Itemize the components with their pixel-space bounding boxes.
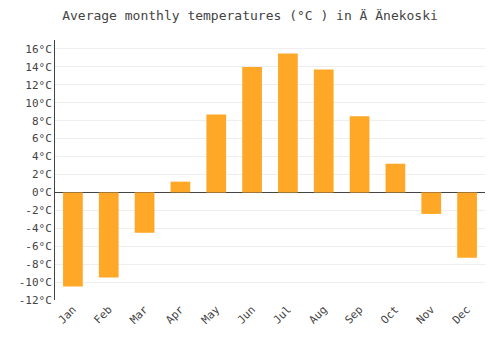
svg-text:8°C: 8°C	[32, 115, 52, 128]
svg-text:14°C: 14°C	[25, 61, 52, 74]
svg-text:Average monthly temperatures (: Average monthly temperatures (°C ) in Ä …	[62, 8, 438, 23]
svg-text:Sep: Sep	[342, 303, 365, 326]
svg-text:Nov: Nov	[414, 303, 438, 327]
svg-text:May: May	[199, 303, 223, 327]
svg-text:16°C: 16°C	[25, 43, 52, 56]
svg-text:Jan: Jan	[56, 303, 79, 326]
svg-text:Feb: Feb	[92, 303, 115, 326]
svg-text:-4°C: -4°C	[25, 222, 52, 235]
svg-text:Apr: Apr	[163, 303, 187, 327]
svg-text:Jul: Jul	[271, 303, 294, 326]
svg-text:12°C: 12°C	[25, 79, 52, 92]
svg-text:Dec: Dec	[450, 303, 473, 326]
svg-text:-2°C: -2°C	[25, 204, 52, 217]
svg-text:-10°C: -10°C	[19, 276, 52, 289]
svg-text:-12°C: -12°C	[19, 294, 52, 307]
svg-text:-8°C: -8°C	[25, 258, 52, 271]
svg-text:2°C: 2°C	[32, 168, 52, 181]
svg-text:Aug: Aug	[307, 303, 330, 326]
svg-text:6°C: 6°C	[32, 132, 52, 145]
svg-text:4°C: 4°C	[32, 150, 52, 163]
svg-text:Oct: Oct	[378, 303, 401, 326]
svg-text:0°C: 0°C	[32, 186, 52, 199]
svg-text:Jun: Jun	[235, 303, 258, 326]
svg-text:Mar: Mar	[127, 303, 151, 327]
svg-text:-6°C: -6°C	[25, 240, 52, 253]
svg-text:10°C: 10°C	[25, 97, 52, 110]
